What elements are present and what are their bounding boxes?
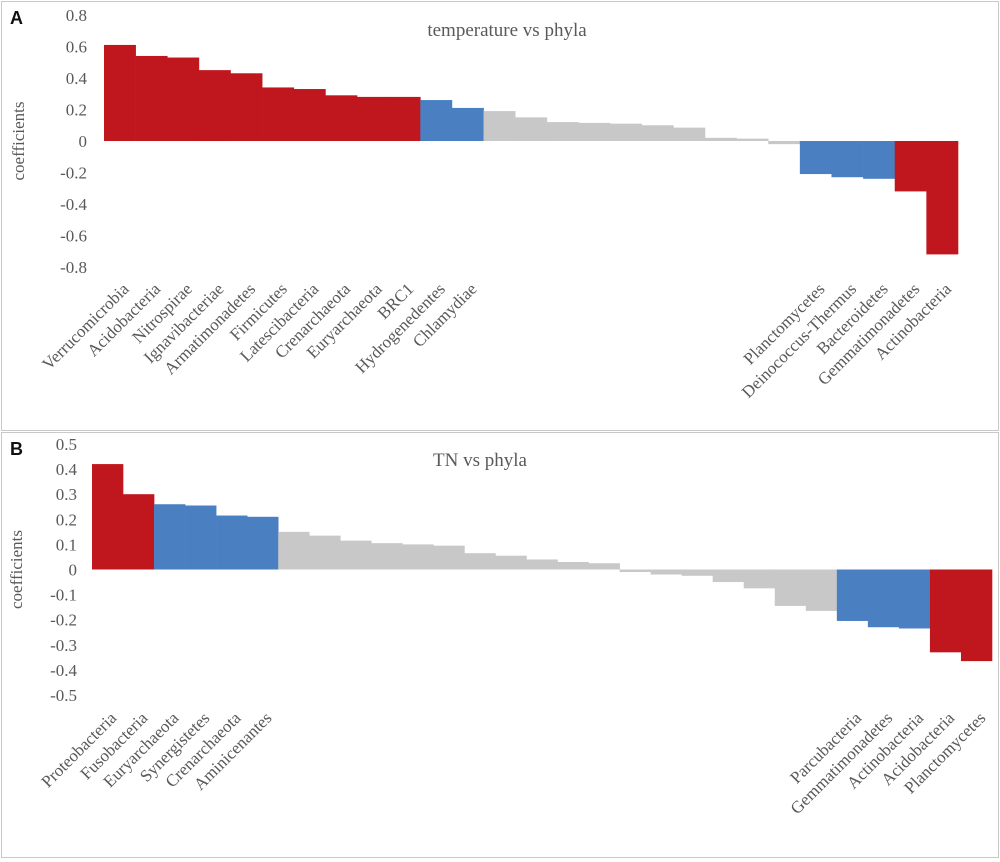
- y-tick-label: -0.2: [50, 611, 77, 630]
- y-tick-label: 0.4: [56, 460, 78, 479]
- bar-deinococcus-thermus: [831, 141, 864, 178]
- bar-parcubacteria: [836, 569, 869, 621]
- y-tick-label: -0.6: [60, 227, 87, 246]
- bar-acidobacteria: [135, 55, 168, 142]
- bar-unlabeled: [736, 138, 769, 141]
- y-tick-label: 0.6: [66, 38, 87, 57]
- bar-unlabeled: [650, 569, 682, 575]
- y-tick-label: 0: [79, 132, 88, 151]
- y-tick-label: -0.8: [60, 258, 87, 277]
- bar-planctomycetes: [799, 141, 832, 175]
- bar-unlabeled: [681, 569, 713, 576]
- bar-euryarchaeota: [357, 96, 389, 141]
- y-tick-label: -0.1: [50, 586, 77, 605]
- bar-unlabeled: [464, 553, 496, 570]
- bar-chlamydiae: [451, 107, 484, 141]
- bar-unlabeled: [673, 127, 706, 141]
- bar-unlabeled: [309, 535, 341, 570]
- bar-ignavibacteriae: [198, 70, 231, 142]
- bar-unlabeled: [495, 555, 527, 570]
- y-tick-label: 0: [69, 561, 78, 580]
- bar-unlabeled: [619, 569, 651, 573]
- bar-unlabeled: [278, 531, 310, 570]
- bar-actinobacteria: [898, 569, 931, 629]
- bar-unlabeled: [712, 569, 745, 583]
- y-axis-label: coefficients: [7, 530, 26, 609]
- bar-unlabeled: [433, 545, 465, 570]
- bar-unlabeled: [402, 544, 434, 570]
- bar-unlabeled: [371, 543, 403, 570]
- y-tick-label: -0.4: [50, 661, 77, 680]
- chart-title: temperature vs phyla: [427, 20, 587, 41]
- bar-hydrogenedentes: [420, 100, 453, 141]
- bar-unlabeled: [578, 122, 611, 141]
- bar-synergistetes: [185, 505, 217, 570]
- bar-unlabeled: [743, 569, 776, 589]
- y-tick-label: 0.5: [56, 435, 77, 454]
- y-axis-label: coefficients: [9, 102, 28, 181]
- bar-crenarchaeota: [325, 95, 358, 141]
- bar-unlabeled: [546, 122, 579, 141]
- bar-actinobacteria: [926, 141, 959, 255]
- y-tick-label: 0.8: [66, 6, 87, 25]
- y-tick-label: 0.4: [66, 69, 88, 88]
- bar-armatimonadetes: [230, 73, 263, 141]
- bar-bacteroidetes: [863, 141, 896, 179]
- bar-unlabeled: [588, 563, 620, 570]
- bar-unlabeled: [515, 117, 548, 142]
- chart-panel-b: B TN vs phyla coefficients 0.5 0.4 0.3 0.2 0.1…: [1, 432, 999, 858]
- bar-unlabeled: [768, 141, 801, 145]
- y-tick-label: -0.5: [50, 686, 77, 705]
- y-tick-label: -0.3: [50, 636, 77, 655]
- bar-brc1: [388, 96, 421, 141]
- bar-unlabeled: [610, 123, 642, 141]
- bar-gemmatimonadetes: [894, 141, 927, 192]
- bar-unlabeled: [340, 540, 372, 570]
- panel-label-a: A: [10, 8, 23, 28]
- bar-acidobacteria: [929, 569, 962, 653]
- bar-euryarchaeota: [154, 504, 186, 570]
- chart-title: TN vs phyla: [433, 450, 528, 471]
- bar-unlabeled: [557, 561, 589, 570]
- bar-aminicenantes: [247, 516, 279, 570]
- bar-fusobacteria: [123, 494, 155, 570]
- bar-unlabeled: [483, 111, 516, 141]
- bar-unlabeled: [805, 569, 838, 611]
- y-tick-label: -0.4: [60, 195, 87, 214]
- chart-panel-a: A temperature vs phyla coefficients 0.8 0.6…: [1, 1, 999, 431]
- y-tick-label: 0.1: [56, 535, 77, 554]
- bar-unlabeled: [641, 125, 674, 141]
- bar-unlabeled: [774, 569, 807, 606]
- bar-unlabeled: [526, 559, 558, 570]
- panel-label-b: B: [10, 439, 23, 459]
- bar-crenarchaeota: [216, 515, 248, 570]
- bar-proteobacteria: [92, 464, 124, 570]
- y-tick-label: -0.2: [60, 164, 87, 183]
- bar-planctomycetes: [960, 569, 993, 662]
- bar-nitrospirae: [167, 57, 200, 141]
- bar-verrucomicrobia: [104, 44, 136, 141]
- y-tick-label: 0.2: [66, 101, 87, 120]
- y-tick-label: 0.2: [56, 510, 77, 529]
- chart-a-svg: temperature vs phyla coefficients 0.8 0.6 0.…: [9, 6, 959, 402]
- bar-unlabeled: [704, 137, 737, 141]
- bar-latescibacteria: [293, 89, 326, 141]
- y-tick-label: 0.3: [56, 485, 77, 504]
- chart-b-svg: TN vs phyla coefficients 0.5 0.4 0.3 0.2 0.1 0 -…: [7, 435, 993, 818]
- bar-gemmatimonadetes: [867, 569, 900, 628]
- bar-firmicutes: [262, 87, 295, 141]
